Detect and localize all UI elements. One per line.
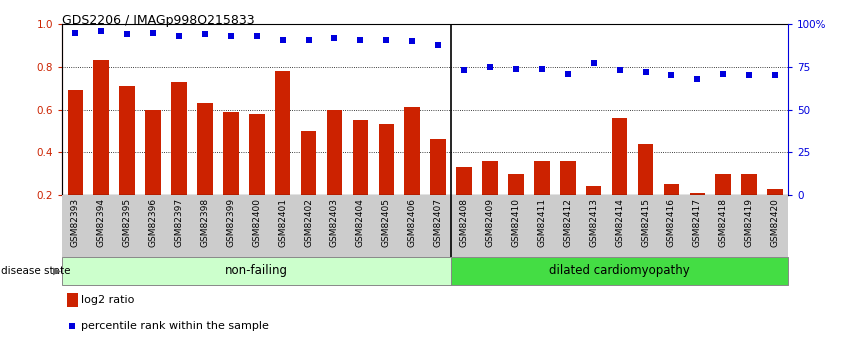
Bar — [301, 131, 316, 195]
Bar — [560, 161, 576, 195]
Text: GSM82394: GSM82394 — [97, 198, 106, 247]
Text: GSM82416: GSM82416 — [667, 198, 676, 247]
Text: GSM82412: GSM82412 — [563, 198, 572, 247]
Text: GSM82395: GSM82395 — [123, 198, 132, 247]
Bar — [171, 82, 187, 195]
Text: percentile rank within the sample: percentile rank within the sample — [81, 321, 269, 331]
Text: GSM82401: GSM82401 — [278, 198, 288, 247]
Text: GSM82406: GSM82406 — [408, 198, 417, 247]
Point — [483, 64, 497, 70]
Point — [198, 32, 212, 37]
Bar — [586, 186, 602, 195]
Bar — [120, 86, 135, 195]
Bar — [62, 257, 451, 285]
Point — [768, 72, 782, 78]
Point — [249, 33, 263, 39]
Point — [120, 32, 134, 37]
Bar — [767, 188, 783, 195]
Bar — [275, 71, 290, 195]
Point — [457, 68, 471, 73]
Bar — [663, 184, 679, 195]
Text: GSM82397: GSM82397 — [174, 198, 184, 247]
Point — [68, 30, 82, 36]
Point — [224, 33, 238, 39]
Point — [535, 66, 549, 71]
Point — [509, 66, 523, 71]
Bar — [197, 103, 213, 195]
Point — [172, 33, 186, 39]
Bar — [145, 109, 161, 195]
Text: GSM82415: GSM82415 — [641, 198, 650, 247]
Point — [379, 37, 393, 42]
Text: GSM82405: GSM82405 — [382, 198, 391, 247]
Bar — [456, 167, 472, 195]
Text: GSM82413: GSM82413 — [589, 198, 598, 247]
Point — [587, 61, 601, 66]
Text: non-failing: non-failing — [225, 264, 288, 277]
Point — [146, 30, 160, 36]
Text: GSM82404: GSM82404 — [356, 198, 365, 247]
Point — [612, 68, 626, 73]
Text: GSM82417: GSM82417 — [693, 198, 701, 247]
Point — [275, 37, 289, 42]
Text: dilated cardiomyopathy: dilated cardiomyopathy — [549, 264, 690, 277]
Text: GDS2206 / IMAGp998O215833: GDS2206 / IMAGp998O215833 — [62, 14, 255, 27]
Point — [561, 71, 575, 77]
Bar — [67, 293, 78, 307]
Point — [353, 37, 367, 42]
Bar — [741, 174, 757, 195]
Text: GSM82407: GSM82407 — [434, 198, 443, 247]
Bar — [249, 114, 264, 195]
Point — [94, 28, 108, 34]
Text: GSM82408: GSM82408 — [460, 198, 469, 247]
Bar — [508, 174, 524, 195]
Text: GSM82400: GSM82400 — [252, 198, 262, 247]
Bar — [689, 193, 705, 195]
Text: log2 ratio: log2 ratio — [81, 295, 135, 305]
Text: ▶: ▶ — [53, 266, 61, 276]
Point — [664, 72, 678, 78]
Text: GSM82420: GSM82420 — [771, 198, 779, 247]
Bar — [223, 112, 239, 195]
Bar — [352, 120, 368, 195]
Point — [327, 35, 341, 41]
Point — [301, 37, 315, 42]
Bar — [482, 161, 498, 195]
Text: GSM82418: GSM82418 — [719, 198, 727, 247]
Point — [716, 71, 730, 77]
Bar — [715, 174, 731, 195]
Text: GSM82393: GSM82393 — [71, 198, 80, 247]
Point — [431, 42, 445, 47]
Bar — [378, 125, 394, 195]
Point — [690, 76, 704, 81]
Text: disease state: disease state — [1, 266, 70, 276]
Text: GSM82403: GSM82403 — [330, 198, 339, 247]
Bar — [68, 90, 83, 195]
Point — [638, 69, 652, 75]
Bar — [611, 118, 627, 195]
Bar — [404, 107, 420, 195]
Text: GSM82409: GSM82409 — [486, 198, 494, 247]
Bar — [326, 109, 342, 195]
Text: GSM82398: GSM82398 — [200, 198, 210, 247]
Point — [405, 38, 419, 44]
Bar — [451, 257, 788, 285]
Bar — [430, 139, 446, 195]
Bar — [94, 60, 109, 195]
Point — [742, 72, 756, 78]
Text: GSM82419: GSM82419 — [745, 198, 753, 247]
Bar — [637, 144, 653, 195]
Text: GSM82396: GSM82396 — [149, 198, 158, 247]
Text: GSM82410: GSM82410 — [512, 198, 520, 247]
Text: GSM82411: GSM82411 — [537, 198, 546, 247]
Text: GSM82414: GSM82414 — [615, 198, 624, 247]
Bar — [534, 161, 550, 195]
Text: GSM82402: GSM82402 — [304, 198, 313, 247]
Text: GSM82399: GSM82399 — [226, 198, 236, 247]
